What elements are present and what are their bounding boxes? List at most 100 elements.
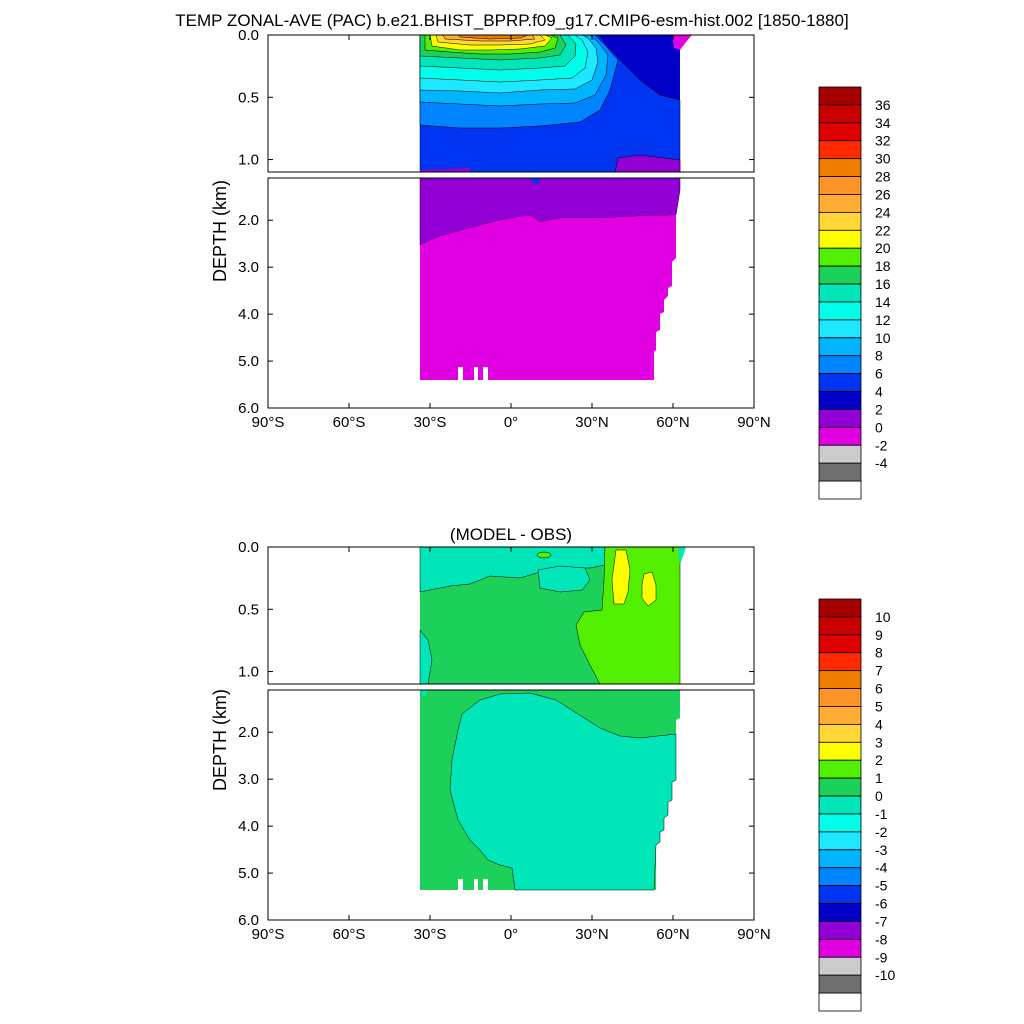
colorbar-swatch <box>818 283 862 303</box>
colorbar-swatch <box>818 337 862 357</box>
colorbar-swatch <box>818 373 862 392</box>
x-tick-label: 60°S <box>333 414 366 431</box>
colorbar-swatch <box>818 688 862 707</box>
diff-field-gap-2 <box>474 879 478 890</box>
colorbar-label: -1 <box>875 806 888 822</box>
diff-field-west-cool <box>419 629 433 684</box>
diff-field-gap-1 <box>458 879 463 890</box>
colorbar-swatch <box>818 319 862 339</box>
x-tick-label: 90°N <box>737 414 771 431</box>
colorbar-swatch <box>818 831 862 851</box>
colorbar-swatch <box>818 903 862 922</box>
colorbar-label: -6 <box>875 896 888 912</box>
model-field-gap-1 <box>458 367 463 380</box>
y-tick-label: 2.0 <box>238 724 259 741</box>
colorbar-label: 8 <box>875 645 883 661</box>
y-tick-label: 5.0 <box>238 353 259 370</box>
colorbar-label: 12 <box>875 312 891 328</box>
y-tick-label: 4.0 <box>238 306 259 323</box>
colorbar-label: 28 <box>875 169 891 185</box>
diff-field-north-edge <box>678 547 686 565</box>
colorbar-swatch <box>818 759 862 779</box>
x-tick-label: 30°S <box>414 414 447 431</box>
colorbar-swatch <box>818 194 862 213</box>
y-tick-label: 6.0 <box>238 400 259 417</box>
colorbar-label: 0 <box>875 788 883 804</box>
colorbar-swatch <box>818 247 862 267</box>
colorbar-label: -8 <box>875 931 888 947</box>
x-tick-label: 30°N <box>575 926 609 943</box>
x-tick-label: 60°N <box>656 414 690 431</box>
colorbar-label: 32 <box>875 133 891 149</box>
colorbar-label: 3 <box>875 734 883 750</box>
colorbar-swatch <box>818 211 862 231</box>
difference-ylabel: DEPTH (km) <box>210 689 230 791</box>
colorbar-label: 5 <box>875 698 883 714</box>
colorbar-swatch <box>818 670 862 689</box>
colorbar-swatch <box>818 616 862 636</box>
colorbar-swatch <box>818 652 862 672</box>
y-tick-label: 4.0 <box>238 818 259 835</box>
model-field-deep-0-2 <box>420 215 676 380</box>
colorbar-swatch <box>818 885 862 904</box>
diff-upper-field <box>419 547 686 684</box>
colorbar-swatch <box>818 462 862 482</box>
x-tick-label: 30°N <box>575 414 609 431</box>
colorbar-swatch <box>818 849 862 869</box>
colorbar-swatch <box>818 795 862 815</box>
y-tick-label: 5.0 <box>238 865 259 882</box>
model-lower-field <box>419 178 681 380</box>
diff-field-mid-cool <box>537 565 591 593</box>
colorbar-swatch <box>818 391 862 410</box>
colorbar-label: 6 <box>875 681 883 697</box>
diff-field-warm-a <box>611 549 631 605</box>
model-field-deep-blue <box>528 178 542 184</box>
colorbar-label: -4 <box>875 860 888 876</box>
y-tick-label: 0.0 <box>238 27 259 44</box>
colorbar-label: -3 <box>875 842 888 858</box>
diff-lower-field <box>420 690 680 891</box>
colorbar-swatch <box>818 723 862 743</box>
y-tick-label: 2.0 <box>238 212 259 229</box>
model-upper-field <box>419 35 692 172</box>
diff-field-deep-cool <box>449 692 677 891</box>
colorbar-swatch <box>818 706 862 725</box>
diff-field-blob <box>536 551 552 559</box>
y-tick-label: 3.0 <box>238 259 259 276</box>
x-tick-label: 60°S <box>333 926 366 943</box>
colorbar-swatch <box>818 867 862 887</box>
colorbar-label: 9 <box>875 627 883 643</box>
colorbar-label: -5 <box>875 878 888 894</box>
x-tick-label: 90°N <box>737 926 771 943</box>
y-tick-label: 1.0 <box>238 664 259 681</box>
colorbar-label: 8 <box>875 348 883 364</box>
colorbar-swatch <box>818 176 862 195</box>
colorbar-label: -10 <box>875 967 895 983</box>
colorbar-label: 4 <box>875 716 883 732</box>
difference-axes: 90°S 60°S 30°S 0° 30°N 60°N 90°N 0.0 0.5 1.0 2.0 3.… <box>238 539 771 943</box>
x-tick-label: 90°S <box>252 414 285 431</box>
model-field-south-bottom <box>420 168 470 172</box>
colorbar-swatch <box>818 598 862 618</box>
difference-title: (MODEL - OBS) <box>450 525 572 544</box>
model-panel: 90°S 60°S 30°S 0° 30°N 60°N 90°N 0.0 0.5 1.0 2.0 3.… <box>210 27 891 500</box>
colorbar-swatch <box>818 813 862 833</box>
colorbar-swatch <box>818 480 862 500</box>
y-tick-label: 3.0 <box>238 771 259 788</box>
colorbar-swatch <box>818 229 862 249</box>
colorbar-swatch <box>818 921 862 940</box>
colorbar-swatch <box>818 158 862 177</box>
difference-panel: (MODEL - OBS) 90°S 60°S 30°S 0° 30°N 60°N 90°N… <box>210 525 895 1012</box>
colorbar-swatch <box>818 409 862 428</box>
colorbar-swatch <box>818 122 862 142</box>
colorbar-label: 0 <box>875 419 883 435</box>
colorbar-swatch <box>818 974 862 994</box>
colorbar-label: 26 <box>875 186 891 202</box>
y-tick-label: 6.0 <box>238 912 259 929</box>
diff-field-north-edge-deep <box>420 690 428 698</box>
colorbar-label: -9 <box>875 949 888 965</box>
diff-field-gap-3 <box>483 879 488 890</box>
model-field-gap-2 <box>474 367 478 380</box>
colorbar-swatch <box>818 104 862 124</box>
